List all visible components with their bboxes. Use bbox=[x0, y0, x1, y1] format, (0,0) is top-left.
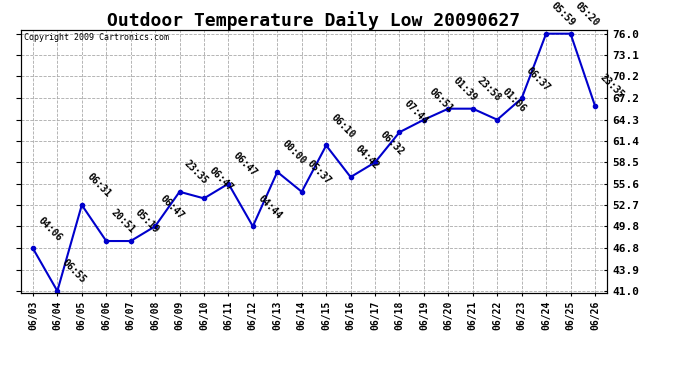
Text: 05:20: 05:20 bbox=[573, 0, 601, 28]
Text: 06:47: 06:47 bbox=[158, 193, 186, 221]
Text: 23:35: 23:35 bbox=[598, 72, 626, 100]
Text: 01:06: 01:06 bbox=[500, 86, 528, 114]
Text: 06:51: 06:51 bbox=[426, 86, 455, 114]
Text: 23:58: 23:58 bbox=[475, 75, 504, 103]
Text: 04:06: 04:06 bbox=[36, 215, 63, 243]
Text: 05:37: 05:37 bbox=[304, 158, 333, 186]
Text: 20:51: 20:51 bbox=[109, 208, 137, 236]
Text: 06:10: 06:10 bbox=[329, 112, 357, 140]
Text: 06:32: 06:32 bbox=[378, 129, 406, 157]
Text: 05:59: 05:59 bbox=[549, 0, 577, 28]
Text: 05:19: 05:19 bbox=[133, 208, 161, 236]
Text: 23:35: 23:35 bbox=[182, 158, 210, 186]
Text: 04:44: 04:44 bbox=[255, 193, 284, 221]
Text: 06:55: 06:55 bbox=[60, 258, 88, 285]
Text: 06:37: 06:37 bbox=[524, 65, 552, 93]
Text: Copyright 2009 Cartronics.com: Copyright 2009 Cartronics.com bbox=[23, 33, 168, 42]
Text: 06:31: 06:31 bbox=[85, 172, 112, 200]
Text: 00:00: 00:00 bbox=[280, 138, 308, 166]
Text: 07:44: 07:44 bbox=[402, 99, 430, 127]
Title: Outdoor Temperature Daily Low 20090627: Outdoor Temperature Daily Low 20090627 bbox=[108, 11, 520, 30]
Text: 01:39: 01:39 bbox=[451, 75, 479, 103]
Text: 06:47: 06:47 bbox=[231, 150, 259, 178]
Text: 06:47: 06:47 bbox=[207, 165, 235, 193]
Text: 04:42: 04:42 bbox=[353, 144, 382, 171]
